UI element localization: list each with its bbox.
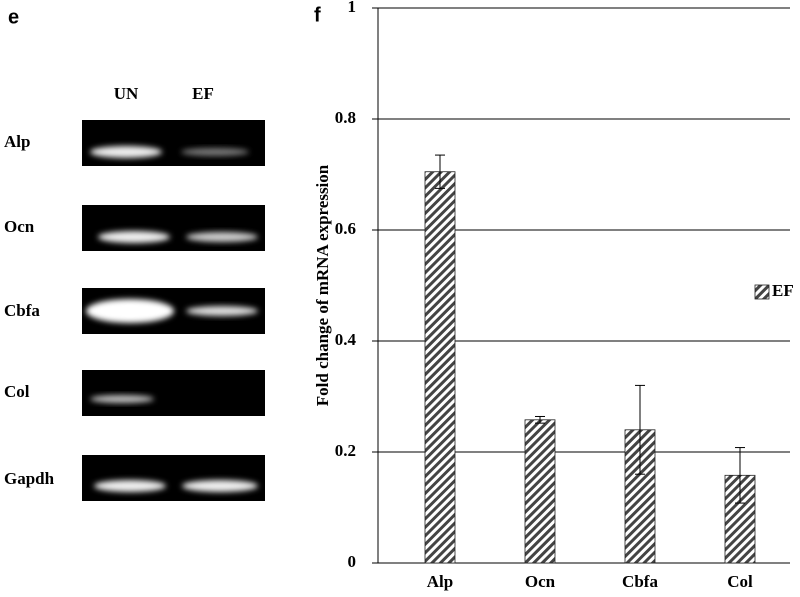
gel-lane-block [82, 370, 265, 416]
gene-label: Gapdh [4, 469, 55, 488]
y-tick-label: 1 [348, 0, 357, 16]
gel-lane-block [82, 455, 265, 501]
gel-panel [82, 120, 265, 501]
gel-lane-block [82, 120, 265, 166]
gene-label: Col [4, 382, 30, 401]
y-tick-label: 0.6 [335, 219, 356, 238]
gel-band [186, 232, 258, 242]
error-bar [735, 447, 745, 504]
error-bar [635, 384, 645, 475]
lane-label: EF [192, 84, 214, 103]
gel-band [90, 146, 162, 158]
y-axis-label: Fold change of mRNA expression [313, 164, 332, 406]
legend-swatch [754, 284, 770, 300]
panel-label: e [8, 6, 19, 28]
y-tick-label: 0 [348, 552, 357, 571]
gene-label: Ocn [4, 217, 35, 236]
gel-lane-block [82, 205, 265, 251]
gel-band [86, 299, 174, 323]
bar [424, 171, 456, 564]
gel-band [98, 231, 170, 243]
y-tick-label: 0.8 [335, 108, 356, 127]
gel-band [90, 395, 154, 403]
lane-label: UN [114, 84, 139, 103]
error-bar [535, 415, 545, 424]
panel-label: f [314, 4, 321, 26]
x-tick-label: Col [727, 572, 753, 591]
y-tick-label: 0.2 [335, 441, 356, 460]
y-tick-label: 0.4 [335, 330, 357, 349]
error-bar [435, 154, 445, 189]
bar [524, 419, 556, 564]
gene-label: Cbfa [4, 301, 40, 320]
x-tick-label: Cbfa [622, 572, 658, 591]
gene-label: Alp [4, 132, 30, 151]
gel-band [186, 306, 258, 316]
gel-band [182, 480, 258, 492]
legend-label: EF [772, 281, 794, 300]
gel-band [181, 148, 249, 156]
x-tick-label: Ocn [525, 572, 556, 591]
gel-band [94, 480, 166, 492]
x-tick-label: Alp [427, 572, 453, 591]
